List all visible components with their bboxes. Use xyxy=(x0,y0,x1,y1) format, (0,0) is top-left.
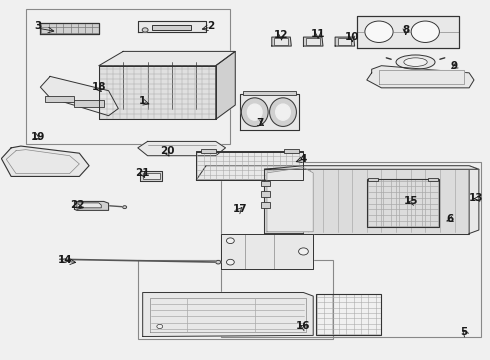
Text: 12: 12 xyxy=(274,30,289,40)
Polygon shape xyxy=(99,66,216,119)
Polygon shape xyxy=(469,166,479,234)
Bar xyxy=(368,178,377,181)
Text: 8: 8 xyxy=(402,25,410,35)
Ellipse shape xyxy=(276,104,290,120)
Bar xyxy=(261,181,270,186)
Bar xyxy=(196,152,303,180)
Bar xyxy=(261,192,270,197)
Polygon shape xyxy=(379,70,464,84)
Text: 18: 18 xyxy=(92,82,106,92)
Polygon shape xyxy=(216,51,235,119)
Bar xyxy=(428,178,438,181)
Text: 19: 19 xyxy=(31,132,45,142)
Circle shape xyxy=(142,28,148,32)
Text: 6: 6 xyxy=(446,214,453,224)
Bar xyxy=(261,202,270,208)
Bar xyxy=(316,294,381,335)
Ellipse shape xyxy=(242,98,268,126)
Text: 14: 14 xyxy=(57,255,72,265)
Polygon shape xyxy=(40,76,118,116)
Polygon shape xyxy=(196,166,313,180)
Polygon shape xyxy=(1,146,89,176)
Ellipse shape xyxy=(396,55,435,69)
Bar xyxy=(274,38,288,45)
Polygon shape xyxy=(40,23,99,33)
Bar xyxy=(306,38,319,45)
Text: 22: 22 xyxy=(70,200,84,210)
Polygon shape xyxy=(143,293,313,337)
Polygon shape xyxy=(267,167,313,232)
Polygon shape xyxy=(265,166,479,169)
Text: 7: 7 xyxy=(256,118,263,128)
Polygon shape xyxy=(272,37,291,46)
Polygon shape xyxy=(74,202,109,210)
Bar xyxy=(45,96,74,102)
Circle shape xyxy=(216,260,220,264)
Ellipse shape xyxy=(411,21,440,42)
Polygon shape xyxy=(138,141,225,156)
Text: 16: 16 xyxy=(296,321,311,332)
Polygon shape xyxy=(138,21,206,32)
Ellipse shape xyxy=(404,58,427,66)
Bar xyxy=(367,179,439,227)
Circle shape xyxy=(226,238,234,244)
Polygon shape xyxy=(220,234,313,269)
Ellipse shape xyxy=(247,104,262,120)
Polygon shape xyxy=(150,298,306,332)
Circle shape xyxy=(62,259,67,262)
Polygon shape xyxy=(140,171,162,181)
Ellipse shape xyxy=(270,98,296,126)
Polygon shape xyxy=(99,51,235,66)
Text: 15: 15 xyxy=(403,197,418,206)
Polygon shape xyxy=(196,152,303,180)
Bar xyxy=(357,16,460,48)
Text: 10: 10 xyxy=(345,32,360,42)
Circle shape xyxy=(226,259,234,265)
Circle shape xyxy=(122,206,126,208)
Bar xyxy=(243,91,295,95)
Polygon shape xyxy=(367,66,474,88)
Bar xyxy=(220,162,481,337)
Bar xyxy=(26,9,230,144)
Text: 1: 1 xyxy=(139,96,147,107)
Bar xyxy=(338,38,351,45)
Bar xyxy=(99,66,216,119)
Bar xyxy=(74,100,104,107)
Text: 17: 17 xyxy=(233,203,247,213)
Bar xyxy=(138,260,333,339)
Text: 11: 11 xyxy=(311,28,325,39)
Text: 2: 2 xyxy=(207,21,215,31)
Circle shape xyxy=(157,324,163,329)
Text: 4: 4 xyxy=(300,154,307,163)
Text: 9: 9 xyxy=(451,61,458,71)
Polygon shape xyxy=(265,166,303,234)
Text: 3: 3 xyxy=(34,21,42,31)
Polygon shape xyxy=(240,94,298,130)
Text: 21: 21 xyxy=(135,168,150,178)
Bar xyxy=(201,149,216,153)
Circle shape xyxy=(298,248,308,255)
Text: 13: 13 xyxy=(469,193,484,203)
Polygon shape xyxy=(303,166,469,234)
Polygon shape xyxy=(335,37,355,46)
Polygon shape xyxy=(77,203,101,208)
Bar xyxy=(284,149,298,153)
Ellipse shape xyxy=(365,21,393,42)
Bar xyxy=(40,23,99,33)
Bar xyxy=(152,24,192,30)
Bar xyxy=(143,173,160,179)
Polygon shape xyxy=(357,16,460,48)
Text: 20: 20 xyxy=(160,147,174,157)
Polygon shape xyxy=(303,37,323,46)
Text: 5: 5 xyxy=(461,327,468,337)
